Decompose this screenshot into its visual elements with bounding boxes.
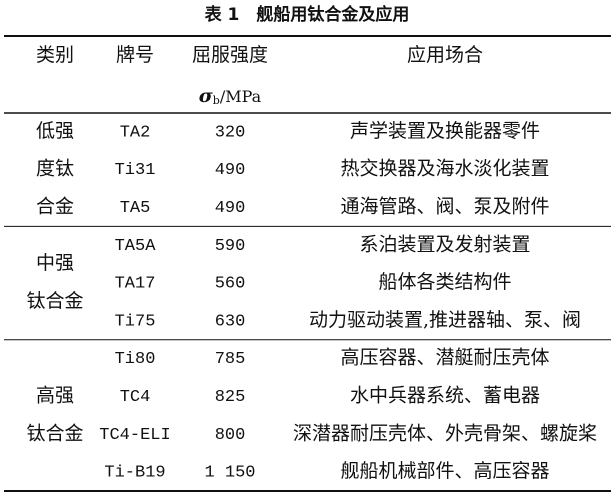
cell: 深潜器耐压壳体、外壳骨架、螺旋桨 (293, 422, 597, 444)
cell: Ti75 (115, 312, 156, 331)
cell: 舰船机械部件、高压容器 (340, 460, 549, 482)
cell: 高压容器、潜艇耐压壳体 (340, 347, 549, 369)
cell: 320 (215, 123, 246, 142)
cell: TA17 (115, 275, 156, 294)
header-cell: 牌号 (116, 44, 154, 66)
header-cell: 应用场合 (407, 44, 483, 66)
subscript: b (213, 94, 220, 107)
cell: 系泊装置及发射装置 (359, 233, 530, 255)
cell: 825 (215, 388, 246, 407)
cell: TA2 (120, 123, 151, 142)
cell: 560 (215, 275, 246, 294)
cell: 热交换器及海水淡化装置 (340, 158, 549, 180)
group-label: 钛合金 (26, 422, 83, 444)
group-label: 中强 (36, 252, 74, 274)
cell: 630 (215, 312, 246, 331)
cell: 490 (215, 161, 246, 180)
cell: Ti31 (115, 161, 156, 180)
cell: 490 (215, 199, 246, 218)
table-title: 表 1 舰船用钛合金及应用 (205, 4, 410, 25)
cell: 水中兵器系统、蓄电器 (350, 385, 540, 407)
group-label: 合金 (36, 196, 74, 218)
cell: 785 (215, 350, 246, 369)
cell: 声学装置及换能器零件 (350, 120, 540, 142)
cell: TC4-ELI (99, 426, 170, 445)
unit: /MPa (220, 87, 262, 106)
cell: TC4 (120, 388, 151, 407)
group-label: 高强 (36, 385, 74, 407)
group-label: 钛合金 (26, 290, 83, 312)
cell: Ti80 (115, 350, 156, 369)
cell: 动力驱动装置,推进器轴、泵、阀 (309, 309, 581, 331)
cell: 590 (215, 237, 246, 256)
cell: 船体各类结构件 (378, 271, 511, 293)
cell: 1 150 (204, 464, 255, 483)
cell: 通海管路、阀、泵及附件 (340, 196, 549, 218)
symbol: σ (199, 85, 214, 107)
group-label: 度钛 (36, 158, 74, 180)
header-cell: 类别 (36, 44, 74, 66)
cell: 800 (215, 426, 246, 445)
header-unit: σb/MPa (199, 85, 262, 107)
header-cell: 屈服强度 (192, 44, 268, 66)
cell: TA5 (120, 199, 151, 218)
cell: Ti-B19 (104, 464, 165, 483)
cell: TA5A (115, 237, 157, 256)
group-label: 低强 (36, 120, 74, 142)
